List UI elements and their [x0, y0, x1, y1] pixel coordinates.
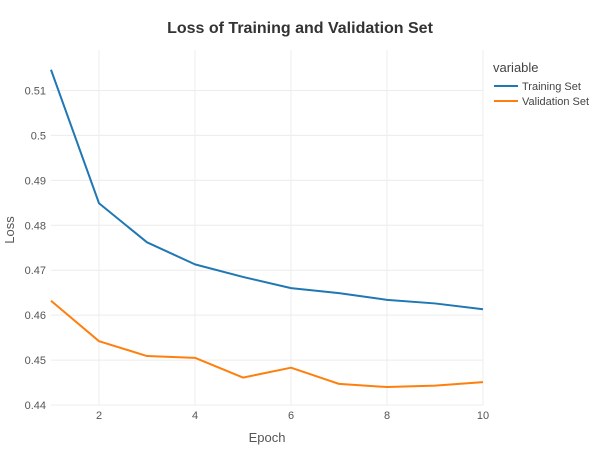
series-line-training-set — [50, 69, 484, 311]
x-tick-label: 4 — [192, 410, 198, 422]
x-axis-label: Epoch — [249, 430, 286, 445]
legend-entry: Training Set — [522, 81, 581, 93]
series-line-validation-set — [50, 299, 484, 389]
y-tick-label: 0.47 — [25, 265, 46, 277]
grid-lines — [51, 50, 484, 406]
x-tick-label: 2 — [96, 410, 102, 422]
x-axis-ticks: 2 4 6 8 10 — [96, 410, 489, 422]
legend-title: variable — [493, 60, 539, 75]
x-tick-label: 8 — [384, 410, 390, 422]
y-tick-label: 0.51 — [25, 85, 46, 97]
x-tick-label: 10 — [477, 410, 489, 422]
y-tick-label: 0.44 — [25, 400, 46, 412]
chart-title: Loss of Training and Validation Set — [167, 20, 433, 37]
y-axis-label: Loss — [2, 216, 17, 244]
x-tick-label: 6 — [288, 410, 294, 422]
legend-entry: Validation Set — [522, 96, 589, 108]
y-tick-label: 0.49 — [25, 175, 46, 187]
y-tick-label: 0.48 — [25, 220, 46, 232]
y-tick-label: 0.45 — [25, 355, 46, 367]
legend: variable Training Set Validation Set — [493, 60, 589, 108]
y-tick-label: 0.5 — [31, 130, 46, 142]
y-axis-ticks: 0.44 0.45 0.46 0.47 0.48 0.49 0.5 0.51 — [25, 85, 46, 412]
series-lines — [50, 69, 484, 389]
y-tick-label: 0.46 — [25, 310, 46, 322]
